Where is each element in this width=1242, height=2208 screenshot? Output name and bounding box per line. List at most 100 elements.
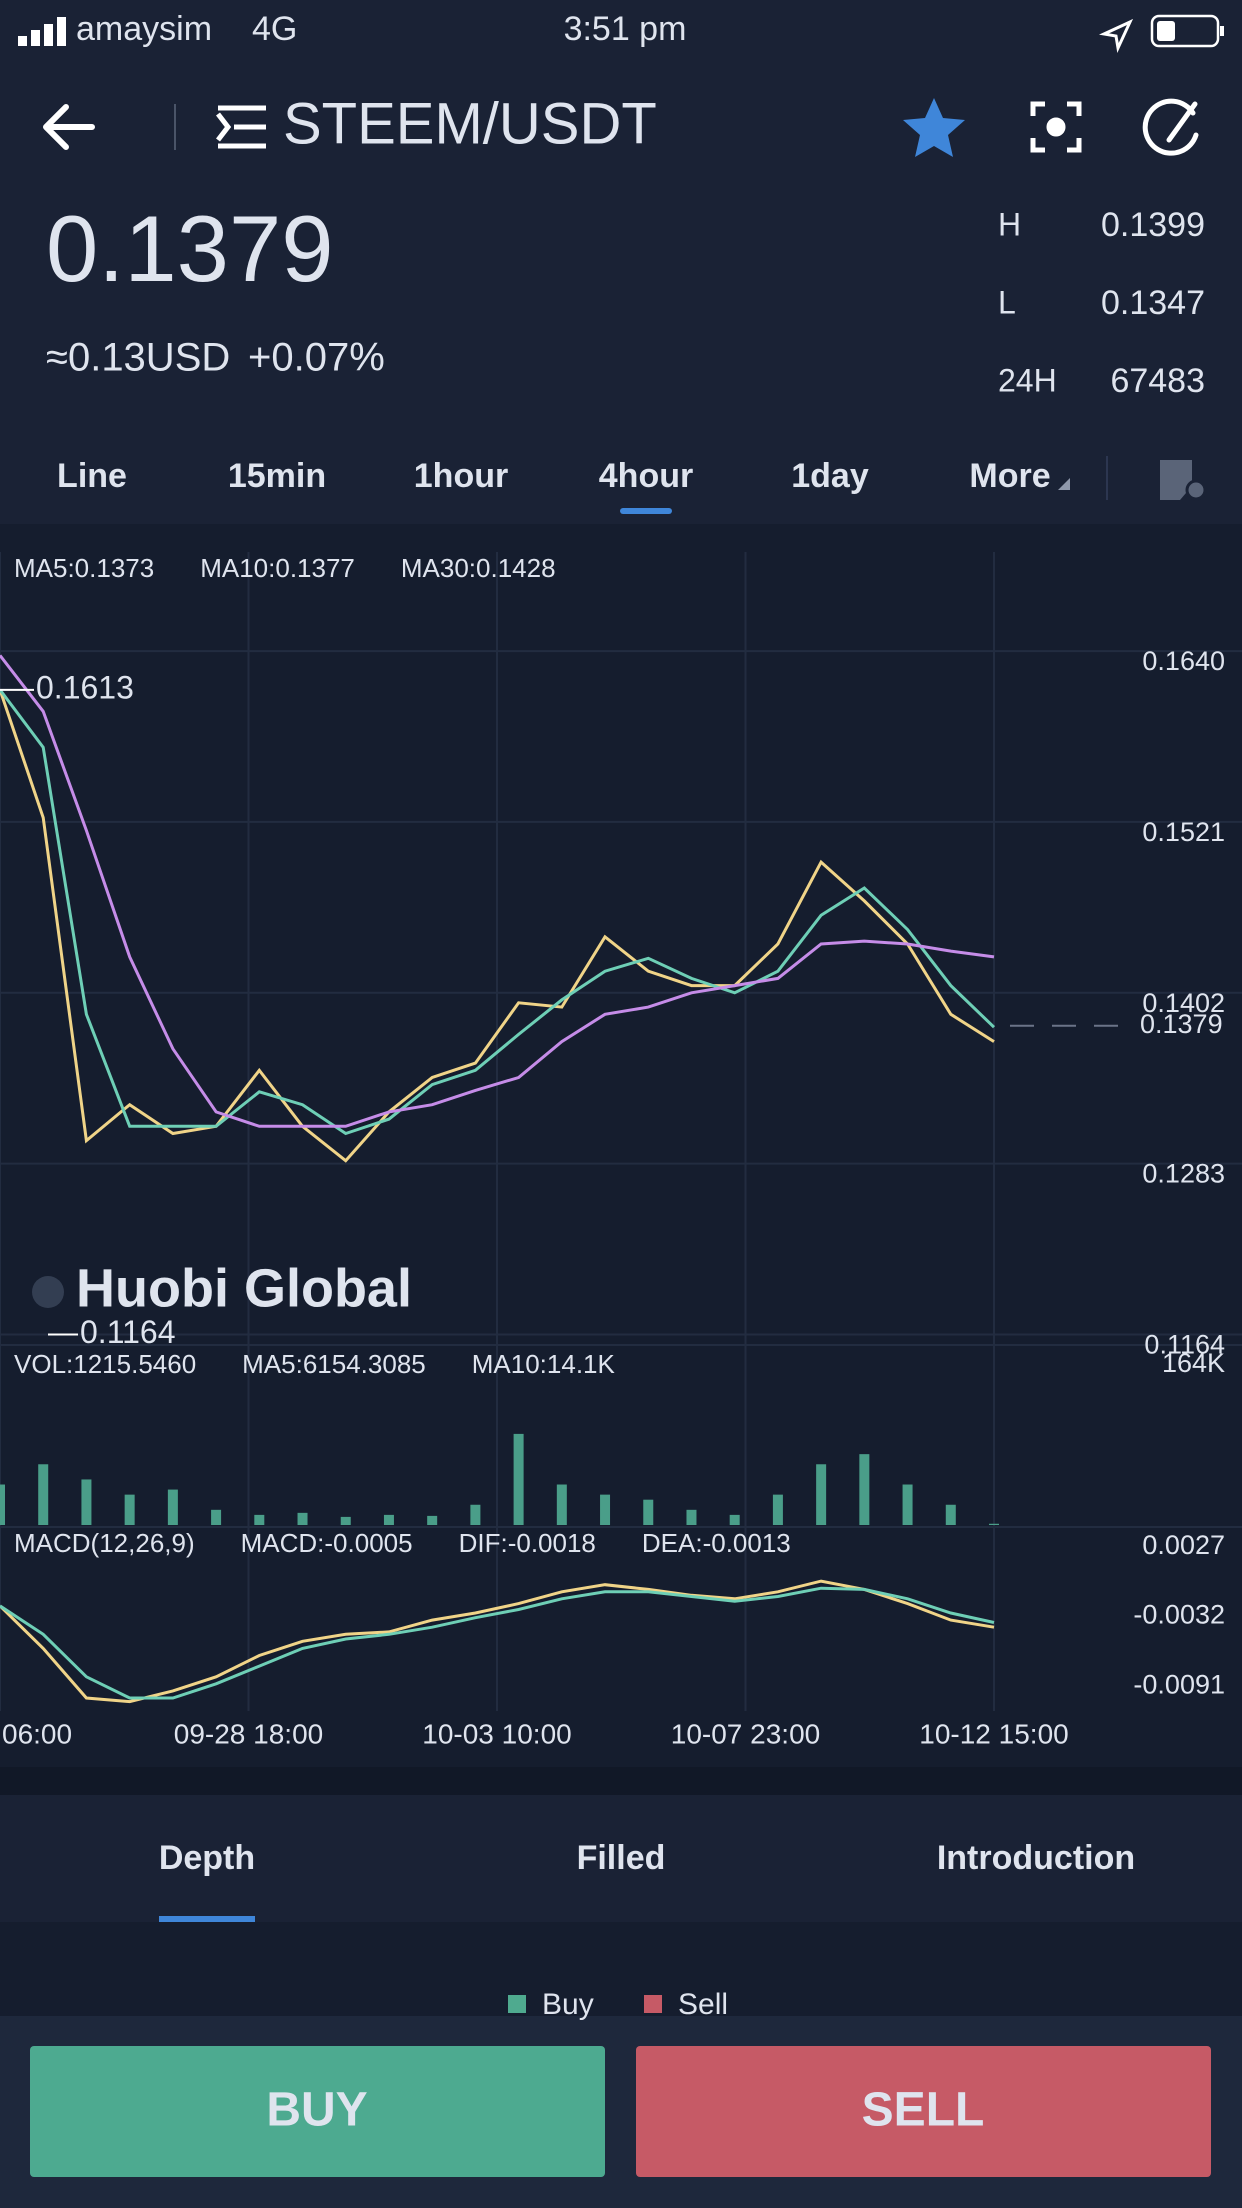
legend: MA5:0.1373	[14, 553, 154, 583]
y-tick-label: -0.0091	[1133, 1669, 1225, 1699]
y-tick-label: 0.1521	[1142, 817, 1225, 847]
volume-bar	[81, 1479, 92, 1525]
buy-button[interactable]	[30, 2046, 605, 2177]
volume-bar	[772, 1494, 783, 1525]
depth-area	[0, 1922, 1242, 2016]
period-tab[interactable]: More	[969, 457, 1050, 495]
menu-icon[interactable]	[216, 105, 266, 149]
legend: MA10:0.1377	[200, 553, 355, 583]
network: 4G	[252, 10, 297, 48]
volume-bar	[38, 1464, 49, 1525]
volume-bar	[470, 1504, 481, 1525]
buy-label: BUY	[266, 2084, 367, 2137]
watermark: Huobi Global	[76, 1258, 412, 1318]
sell-button[interactable]	[636, 2046, 1211, 2177]
buy-legend: Buy	[542, 1988, 594, 2021]
signal	[18, 17, 66, 46]
legend: MA10:14.1K	[472, 1349, 616, 1379]
more-caret	[1058, 478, 1070, 490]
volume-bar	[945, 1504, 956, 1525]
sell-label: SELL	[862, 2084, 985, 2137]
volume-bar	[513, 1433, 524, 1525]
tab-bar	[0, 1795, 1242, 1922]
legend: MACD:-0.0005	[241, 1528, 413, 1558]
legend: MACD(12,26,9)	[14, 1528, 195, 1558]
period-tab[interactable]: 1day	[791, 457, 869, 495]
volume-bar	[167, 1489, 178, 1525]
period-tab[interactable]: Line	[57, 457, 127, 495]
indicator-icon[interactable]	[1142, 98, 1199, 156]
period-tab[interactable]: 1hour	[414, 457, 508, 495]
sell-swatch	[644, 1995, 662, 2013]
high-label: H	[998, 206, 1021, 242]
volume-bar	[686, 1509, 697, 1525]
usd-price: ≈0.13USD	[46, 336, 230, 380]
volume-bar	[556, 1484, 567, 1525]
clock: 3:51 pm	[564, 10, 687, 48]
tab-underline	[159, 1916, 255, 1922]
max-label: 0.1613	[36, 669, 134, 705]
y-tick-label: 0.1640	[1142, 646, 1225, 676]
location-icon	[1098, 18, 1134, 54]
volume-bar	[816, 1464, 827, 1525]
y-tick-label: -0.0032	[1133, 1600, 1225, 1630]
x-label: 06:00	[2, 1718, 72, 1749]
last-price-label: 0.1379	[1140, 1009, 1223, 1039]
volume-bar	[340, 1516, 351, 1525]
vol-label: 24H	[998, 362, 1057, 398]
volume-bar	[729, 1514, 740, 1525]
volume-bar	[600, 1494, 611, 1525]
x-label: 10-03 10:00	[422, 1718, 571, 1749]
chart-bg	[0, 524, 1242, 1767]
volume-bar	[124, 1494, 135, 1525]
ma-line	[0, 689, 995, 1163]
volume-bar	[254, 1514, 265, 1525]
legend: MA30:0.1428	[401, 553, 556, 583]
period-tab[interactable]: 15min	[228, 457, 326, 495]
volume-bar	[643, 1499, 654, 1525]
info-tab[interactable]: Introduction	[937, 1839, 1135, 1877]
y-tick-label: 0.1164	[1144, 1330, 1225, 1360]
info-tab[interactable]: Filled	[577, 1839, 666, 1877]
fullscreen-icon[interactable]	[1030, 101, 1082, 153]
watermark-logo	[32, 1276, 64, 1308]
low-value: 0.1347	[1101, 284, 1205, 322]
volume-bar	[211, 1509, 222, 1525]
volume-bar	[902, 1484, 913, 1525]
vol-value: 67483	[1110, 362, 1205, 400]
info-tab[interactable]: Depth	[159, 1839, 255, 1877]
favorite-star[interactable]	[903, 98, 965, 157]
battery	[1150, 14, 1220, 48]
carrier: amaysim	[76, 10, 212, 48]
legend: VOL:1215.5460	[14, 1349, 196, 1379]
period-tab[interactable]: 4hour	[599, 457, 693, 495]
y-tick-label: 0.1402	[1142, 988, 1225, 1018]
min-label: 0.1164	[80, 1314, 176, 1350]
volume-bar	[989, 1523, 999, 1525]
macd-line	[0, 1579, 995, 1704]
x-label: 10-12 15:00	[919, 1718, 1068, 1749]
pair-title: STEEM/USDT	[283, 91, 657, 156]
volume-bar	[427, 1515, 438, 1525]
change: +0.07%	[248, 336, 385, 380]
back-button[interactable]	[43, 104, 95, 150]
y-tick-label: 164K	[1162, 1348, 1225, 1378]
legend: DIF:-0.0018	[459, 1528, 596, 1558]
y-tick-label: 0.1283	[1142, 1159, 1225, 1189]
macd-line	[0, 1586, 995, 1700]
gap	[0, 1767, 1242, 1795]
battery-level	[1157, 21, 1175, 41]
header-bg	[0, 0, 1242, 524]
x-label: 10-07 23:00	[671, 1718, 820, 1749]
volume-bar	[297, 1512, 308, 1525]
high-value: 0.1399	[1101, 206, 1205, 244]
sell-legend: Sell	[678, 1988, 728, 2021]
ma-line	[0, 688, 996, 1136]
settings-icon[interactable]	[1160, 460, 1192, 500]
low-label: L	[998, 284, 1016, 320]
last-price: 0.1379	[46, 196, 334, 301]
gear	[1185, 479, 1207, 501]
legend: MA5:6154.3085	[242, 1349, 426, 1379]
